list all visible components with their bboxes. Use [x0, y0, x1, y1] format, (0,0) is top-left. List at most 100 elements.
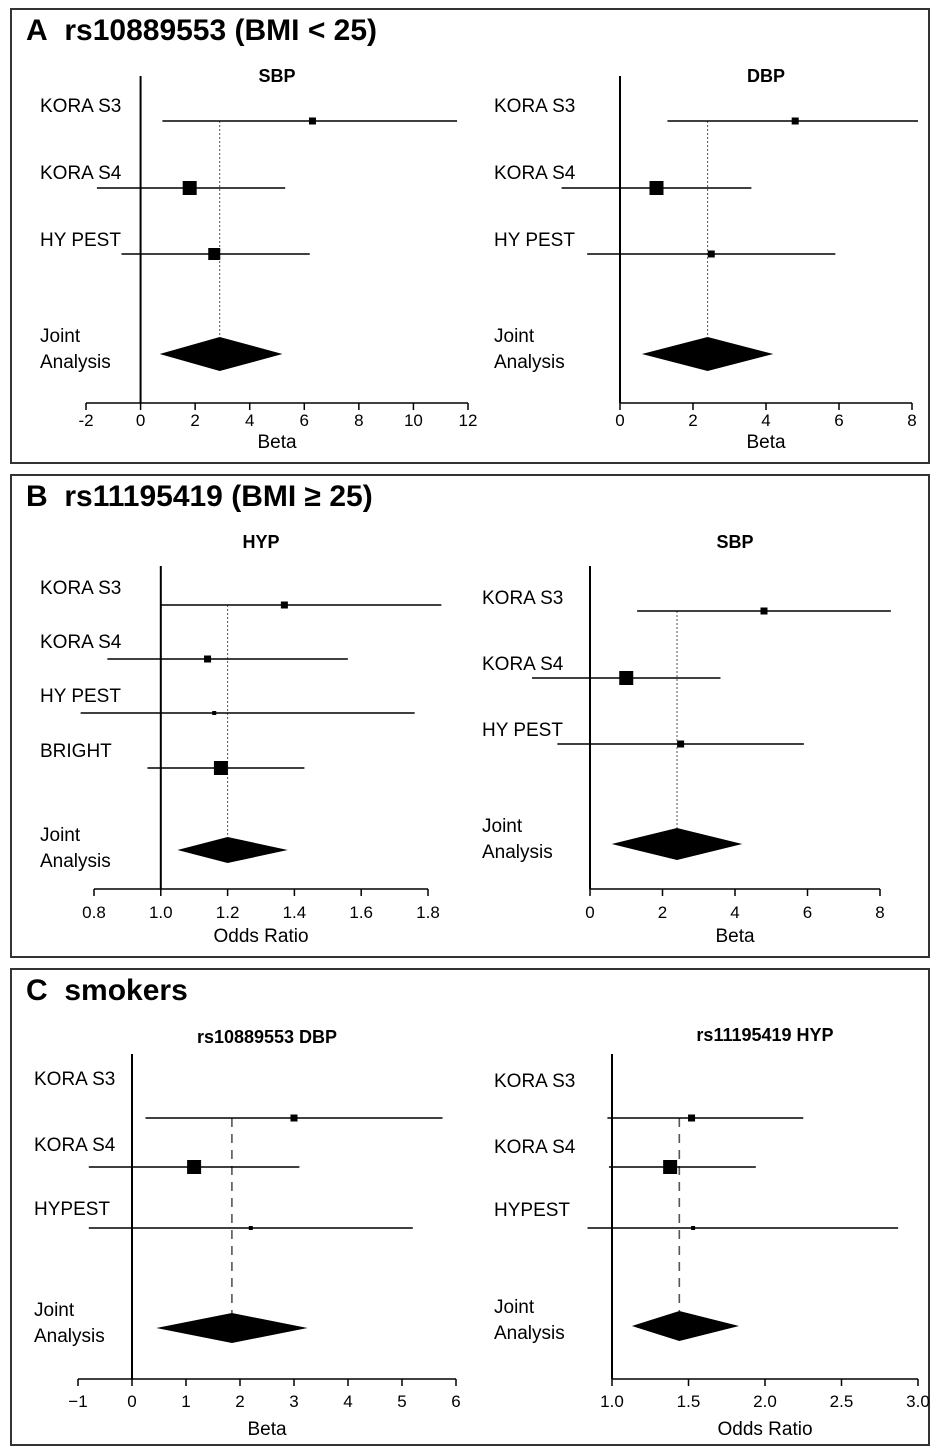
forest-plot-b-sbp: SBP KORA S3 KORA S4 HY PEST Joint Analysis 0 2 4… — [462, 476, 922, 960]
x-tick-label: 1.2 — [216, 903, 240, 922]
pooled-label: Analysis — [34, 1326, 105, 1347]
study-label: KORA S3 — [40, 578, 121, 599]
plot-title: rs10889553 DBP — [197, 1027, 337, 1047]
study-label: HY PEST — [40, 230, 121, 251]
panel-c: C smokers rs10889553 DBP KORA S3 KORA S4 HY… — [10, 968, 930, 1446]
pooled-diamond — [160, 337, 283, 371]
point-estimate — [212, 711, 216, 715]
point-estimate — [291, 1115, 298, 1122]
pooled-label: Joint — [34, 1300, 75, 1321]
x-tick-label: 0 — [136, 411, 145, 430]
x-tick-label: 1.0 — [600, 1392, 624, 1411]
pooled-label: Joint — [494, 326, 535, 347]
point-estimate — [309, 118, 316, 125]
x-tick-label: 2.0 — [753, 1392, 777, 1411]
x-tick-label: 5 — [397, 1392, 406, 1411]
x-tick-label: 3 — [289, 1392, 298, 1411]
study-label: KORA S3 — [494, 96, 575, 117]
pooled-label: Joint — [40, 326, 81, 347]
study-label: HYPEST — [34, 1199, 110, 1220]
x-axis-label: Beta — [746, 432, 786, 453]
pooled-label: Analysis — [494, 1323, 565, 1344]
study-label: KORA S4 — [34, 1135, 116, 1156]
pooled-label: Joint — [482, 816, 523, 837]
x-tick-label: 1.6 — [349, 903, 373, 922]
x-tick-label: −1 — [68, 1392, 87, 1411]
x-tick-label: 2 — [235, 1392, 244, 1411]
pooled-label: Analysis — [494, 352, 565, 373]
study-label: HY PEST — [40, 686, 121, 707]
pooled-label: Joint — [40, 825, 81, 846]
point-estimate — [281, 602, 288, 609]
study-label: KORA S4 — [40, 163, 122, 184]
point-estimate — [663, 1160, 677, 1174]
pooled-label: Joint — [494, 1297, 535, 1318]
plot-title: DBP — [747, 66, 785, 86]
study-label: KORA S4 — [494, 163, 576, 184]
point-estimate — [619, 671, 633, 685]
forest-plot-b-hyp: HYP KORA S3 KORA S4 HY PEST BRIGHT Joint Analy… — [12, 476, 462, 960]
pooled-diamond — [156, 1313, 307, 1343]
x-tick-label: 4 — [343, 1392, 352, 1411]
pooled-diamond — [178, 837, 288, 863]
plot-title: SBP — [258, 66, 295, 86]
x-tick-label: -2 — [78, 411, 93, 430]
point-estimate — [688, 1115, 695, 1122]
study-label: BRIGHT — [40, 741, 112, 762]
x-tick-label: 1 — [181, 1392, 190, 1411]
x-tick-label: 0 — [615, 411, 624, 430]
x-axis-label: Odds Ratio — [717, 1419, 812, 1440]
point-estimate — [708, 251, 715, 258]
pooled-diamond — [612, 828, 743, 860]
x-tick-label: 0.8 — [82, 903, 106, 922]
panel-a: A rs10889553 (BMI < 25) SBP KORA S3 KORA S… — [10, 8, 930, 464]
study-label: HYPEST — [494, 1200, 570, 1221]
study-label: HY PEST — [494, 230, 575, 251]
study-label: HY PEST — [482, 720, 563, 741]
x-tick-label: 4 — [245, 411, 254, 430]
panel-b: B rs11195419 (BMI ≥ 25) HYP KORA S3 KORA S… — [10, 474, 930, 958]
forest-plot-c-hyp: rs11195419 HYP KORA S3 KORA S4 HYPEST Joint A… — [472, 970, 932, 1448]
x-axis-label: Beta — [715, 926, 755, 947]
pooled-diamond — [642, 337, 773, 371]
x-tick-label: 2 — [190, 411, 199, 430]
x-tick-label: 6 — [300, 411, 309, 430]
plot-title: SBP — [716, 532, 753, 552]
forest-plot-a-sbp: SBP KORA S3 KORA S4 HY PEST Joint Analysis -2 0… — [12, 10, 482, 466]
study-label: KORA S3 — [34, 1069, 115, 1090]
x-tick-label: 6 — [451, 1392, 460, 1411]
pooled-label: Analysis — [40, 352, 111, 373]
x-tick-label: 0 — [585, 903, 594, 922]
x-axis-label: Beta — [257, 432, 297, 453]
study-label: KORA S4 — [494, 1137, 576, 1158]
x-tick-label: 2 — [688, 411, 697, 430]
point-estimate — [691, 1226, 695, 1230]
study-label: KORA S3 — [494, 1071, 575, 1092]
point-estimate — [761, 608, 768, 615]
study-label: KORA S4 — [40, 632, 122, 653]
study-label: KORA S3 — [40, 96, 121, 117]
point-estimate — [677, 741, 684, 748]
x-tick-label: 8 — [354, 411, 363, 430]
point-estimate — [214, 761, 228, 775]
x-axis-label: Odds Ratio — [213, 926, 308, 947]
x-tick-label: 10 — [404, 411, 423, 430]
forest-plot-a-dbp: DBP KORA S3 KORA S4 HY PEST Joint Analysis 0 2 4… — [472, 10, 922, 466]
pooled-diamond — [632, 1311, 739, 1341]
x-tick-label: 0 — [127, 1392, 136, 1411]
x-tick-label: 1.0 — [149, 903, 173, 922]
x-tick-label: 2 — [658, 903, 667, 922]
x-tick-label: 6 — [834, 411, 843, 430]
point-estimate — [208, 248, 220, 260]
x-tick-label: 4 — [761, 411, 770, 430]
pooled-label: Analysis — [482, 842, 553, 863]
x-tick-label: 1.5 — [677, 1392, 701, 1411]
x-tick-label: 4 — [730, 903, 739, 922]
point-estimate — [183, 181, 197, 195]
x-tick-label: 6 — [803, 903, 812, 922]
point-estimate — [792, 118, 799, 125]
study-label: KORA S4 — [482, 654, 564, 675]
study-label: KORA S3 — [482, 588, 563, 609]
x-axis-label: Beta — [247, 1419, 287, 1440]
forest-plot-c-dbp: rs10889553 DBP KORA S3 KORA S4 HYPEST Joint A… — [12, 970, 472, 1448]
